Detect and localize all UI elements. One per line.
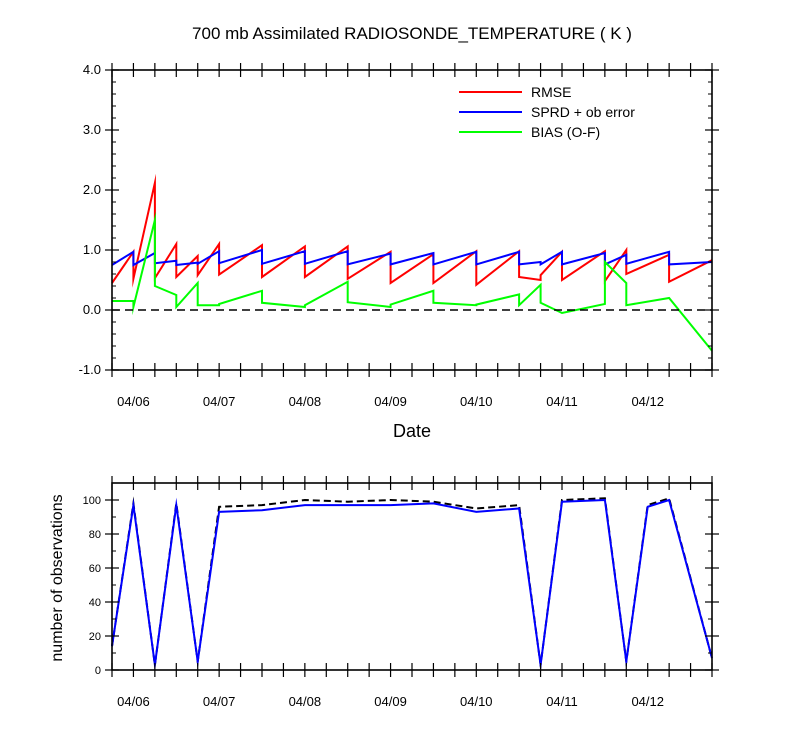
plot-frame: [111, 482, 713, 671]
x-axis-label: Date: [393, 421, 431, 441]
series-line-assimilated-observations: [111, 497, 713, 673]
x-tick-label: 04/09: [374, 394, 407, 409]
y-axis-ticks: 0 20 40 60 80 100: [83, 482, 719, 677]
x-tick-label: 04/12: [631, 394, 664, 409]
x-tick-label: 04/11: [546, 394, 578, 409]
y-axis-label: number of observations: [49, 494, 66, 661]
series-line-total-observations: [111, 495, 713, 673]
y-tick-label: 4.0: [83, 62, 101, 77]
y-tick-label: 3.0: [83, 122, 101, 137]
y-tick-label: 20: [89, 631, 101, 643]
series-lines: [111, 495, 713, 673]
x-tick-label: 04/08: [289, 694, 322, 709]
legend-label-bias-o-f: BIAS (O-F): [531, 124, 600, 140]
x-axis-ticks: 04/06 04/07 04/08 04/09 04/10 04/11 04/12: [111, 476, 713, 709]
x-tick-label: 04/09: [374, 694, 407, 709]
series-line-bias-o-f: [112, 211, 713, 352]
y-axis-ticks: -1.0 0.0 1.0 2.0 3.0 4.0: [79, 62, 719, 377]
legend-label-rmse: RMSE: [531, 84, 571, 100]
observation-count-chart: 04/06 04/07 04/08 04/09 04/10 04/11 04/12 0 20 4…: [49, 476, 719, 709]
y-tick-label: 2.0: [83, 182, 101, 197]
x-axis-ticks: 04/06 04/07 04/08 04/09 04/10 04/11 04/12: [111, 63, 713, 409]
y-tick-label: 80: [89, 529, 101, 541]
y-tick-label: 100: [83, 495, 101, 507]
x-tick-label: 04/06: [117, 694, 150, 709]
series-line-sprd-ob-error: [111, 248, 713, 267]
y-tick-label: 40: [89, 597, 101, 609]
legend: RMSE SPRD + ob error BIAS (O-F): [459, 84, 635, 140]
y-tick-label: 0: [95, 665, 101, 677]
y-tick-label: 60: [89, 563, 101, 575]
series-lines: [111, 173, 713, 352]
x-tick-label: 04/10: [460, 394, 493, 409]
x-tick-label: 04/07: [203, 394, 236, 409]
series-line-rmse: [111, 173, 713, 288]
y-tick-label: 0.0: [83, 302, 101, 317]
y-tick-label: -1.0: [79, 362, 101, 377]
chart-title: 700 mb Assimilated RADIOSONDE_TEMPERATUR…: [192, 24, 632, 43]
x-tick-label: 04/08: [289, 394, 322, 409]
x-tick-label: 04/07: [203, 694, 236, 709]
x-tick-label: 04/10: [460, 694, 493, 709]
x-tick-label: 04/11: [546, 694, 578, 709]
rmse-spread-bias-chart: 700 mb Assimilated RADIOSONDE_TEMPERATUR…: [79, 24, 719, 441]
legend-label-sprd-ob-error: SPRD + ob error: [531, 104, 635, 120]
x-tick-label: 04/12: [631, 694, 664, 709]
x-tick-label: 04/06: [117, 394, 150, 409]
y-tick-label: 1.0: [83, 242, 101, 257]
